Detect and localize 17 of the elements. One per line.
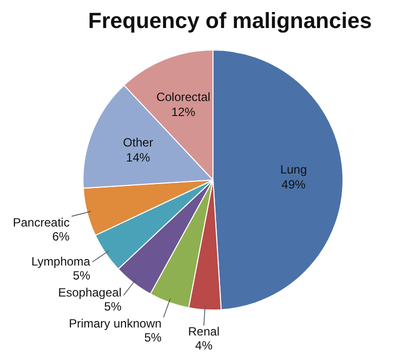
slice-label: Esophageal xyxy=(58,285,122,300)
data-label: 14% xyxy=(126,150,150,164)
slice-label: Pancreatic xyxy=(12,215,70,230)
slice-label: Colorectal xyxy=(156,90,210,104)
data-label: 49% xyxy=(282,177,306,192)
slice-label: Primary unknown xyxy=(68,316,162,330)
data-label: 5% xyxy=(144,330,162,344)
chart-title: Frequency of malignancies xyxy=(88,8,372,33)
data-label: 6% xyxy=(52,229,70,244)
slice-label: Lung xyxy=(280,162,307,176)
slice-label: Renal xyxy=(188,324,220,339)
data-label: 4% xyxy=(195,338,213,353)
data-label: 12% xyxy=(171,105,196,120)
data-label: 5% xyxy=(72,268,91,282)
slice-label: Lymphoma xyxy=(31,254,91,268)
slice-label: Other xyxy=(123,135,154,150)
data-label: 5% xyxy=(104,299,122,314)
